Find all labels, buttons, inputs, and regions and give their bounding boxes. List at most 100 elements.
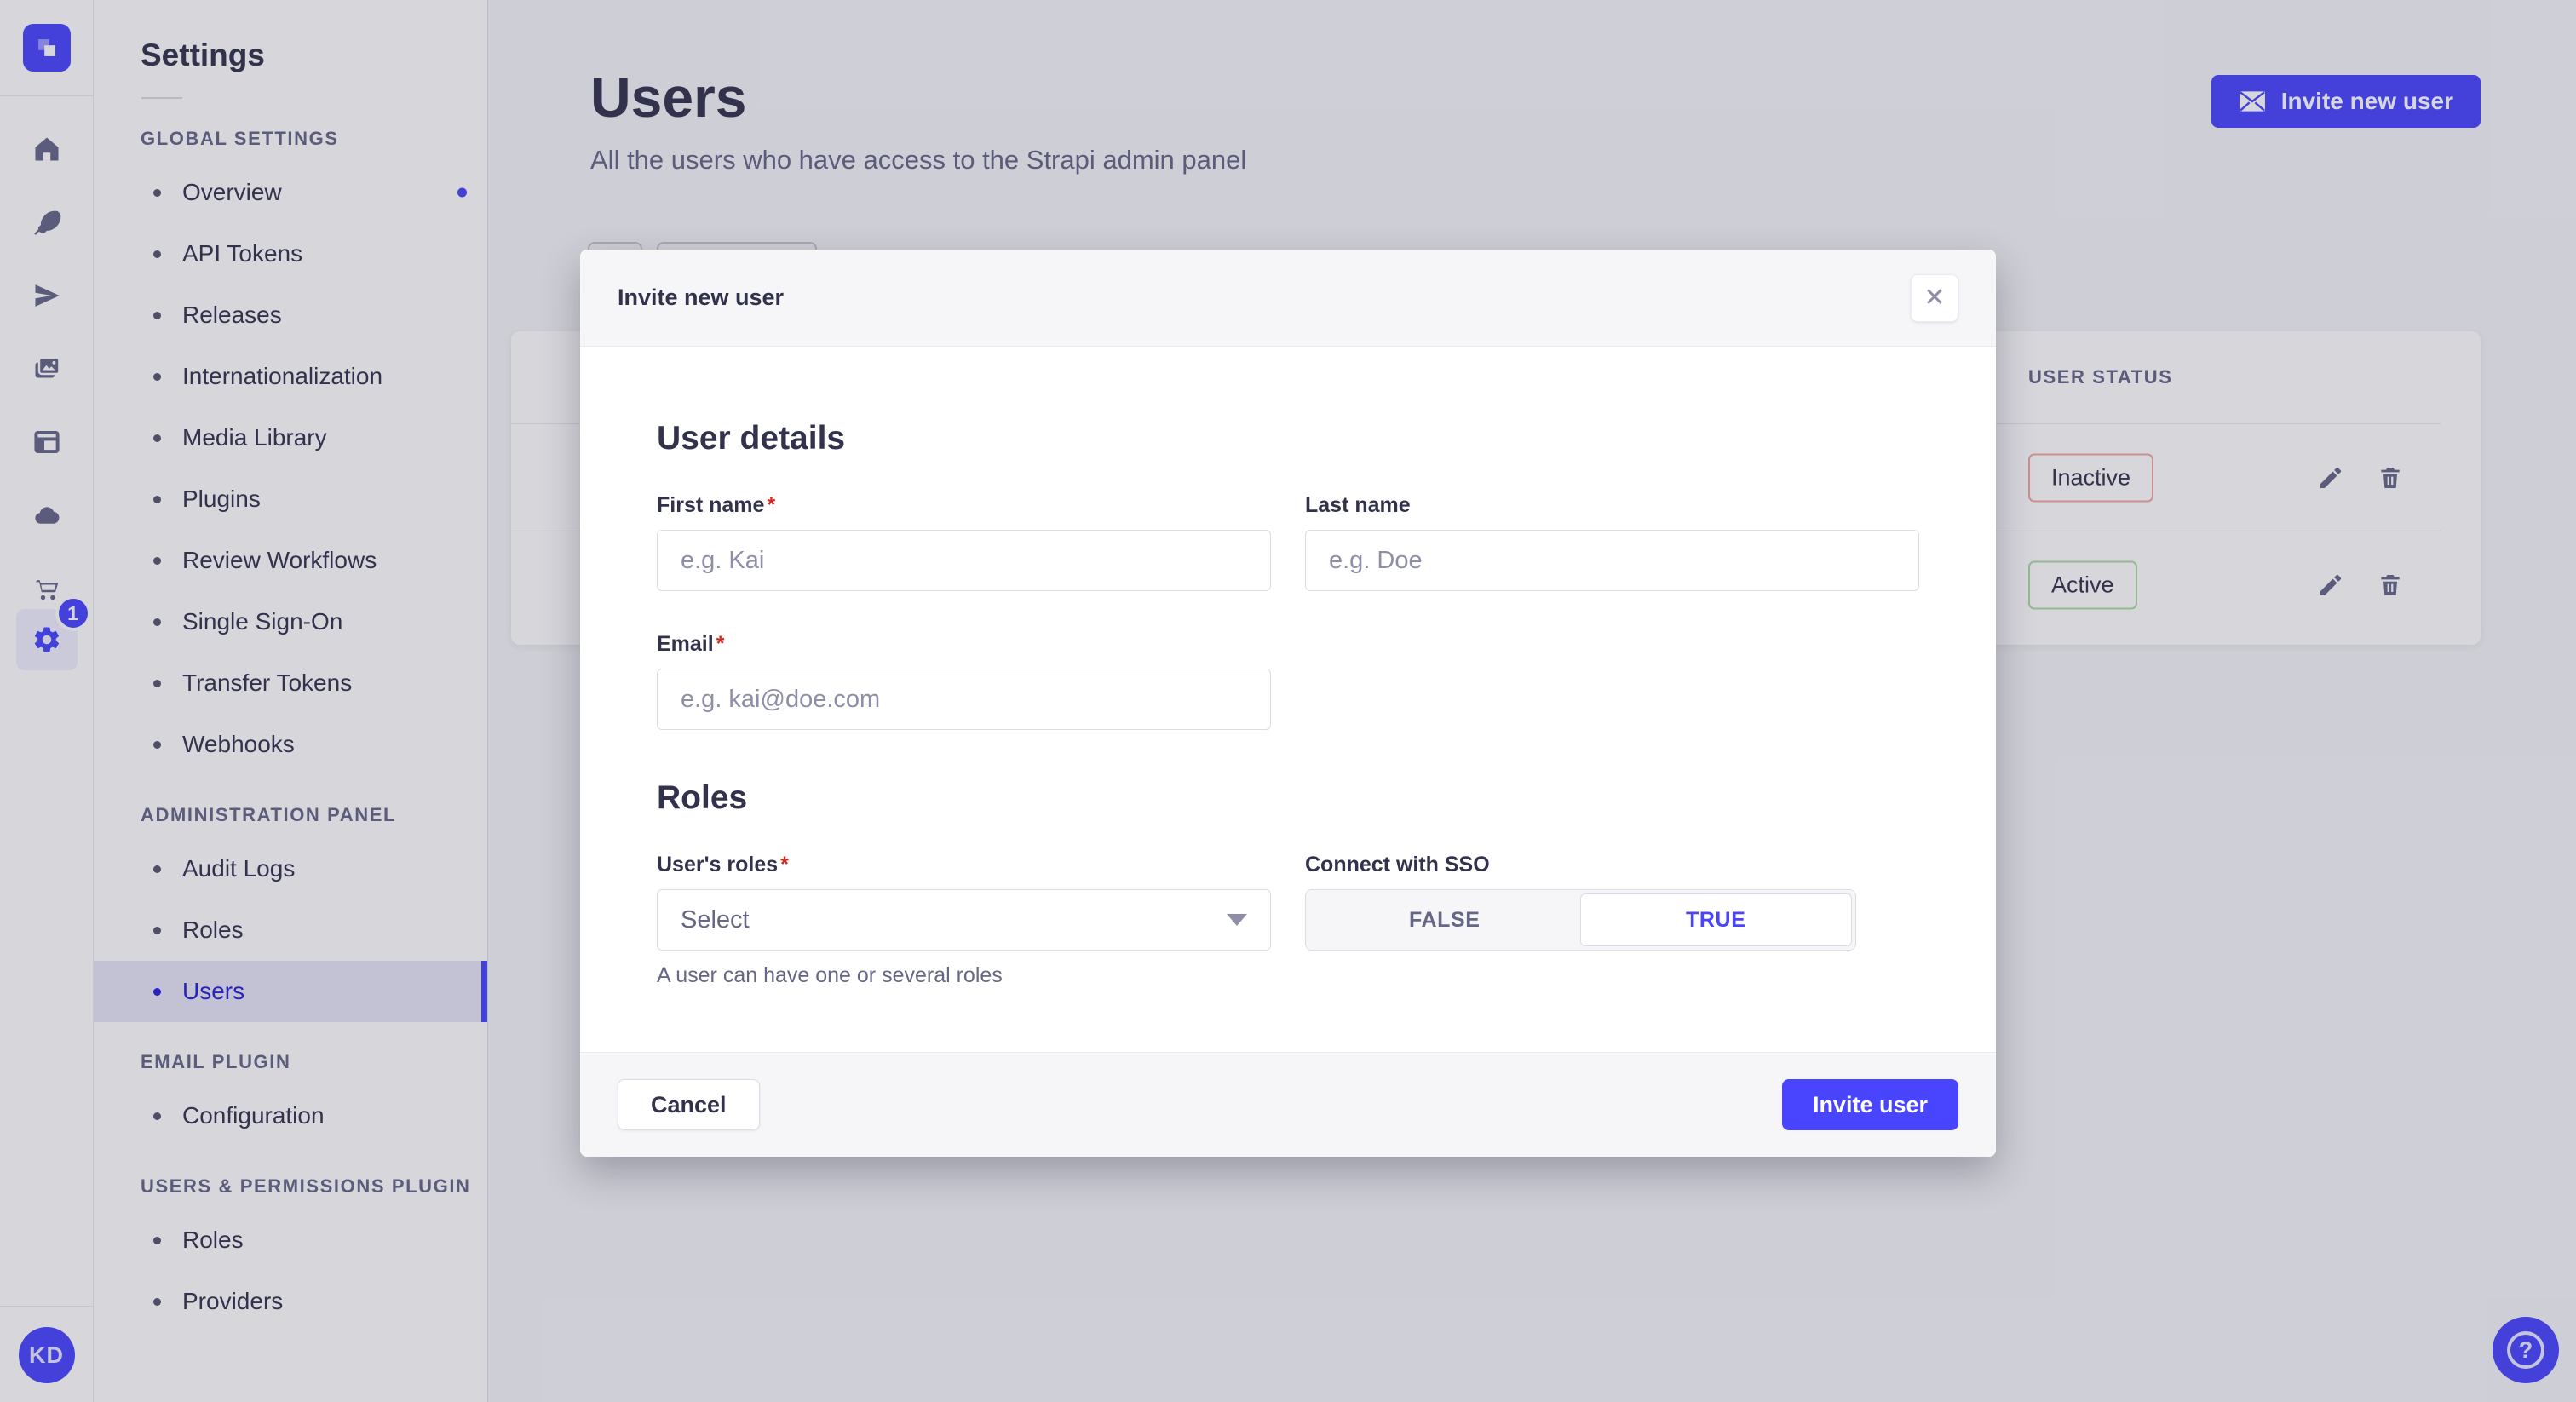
required-asterisk: * <box>780 853 789 876</box>
nav-item-label: Users <box>182 978 245 1004</box>
sidebar-item-webhooks[interactable]: Webhooks <box>94 714 487 775</box>
content-type-builder-icon[interactable] <box>32 427 62 457</box>
first-name-label: First name * <box>657 493 776 517</box>
home-icon[interactable] <box>32 134 62 164</box>
user-status-column-header: USER STATUS <box>2028 366 2173 388</box>
nav-item-label: Providers <box>182 1288 284 1314</box>
bullet-icon <box>153 434 161 442</box>
table-row: Inactive <box>511 424 2481 531</box>
table-header-row: USER STATUS <box>511 331 2481 423</box>
sidebar-footer-divider <box>0 1306 93 1307</box>
avatar[interactable]: KD <box>18 1327 75 1383</box>
modal-body: User details First name * e.g. Kai Last n… <box>580 347 1996 1052</box>
last-name-label: Last name <box>1305 493 1411 517</box>
bullet-icon <box>153 618 161 626</box>
nav-section-header-global-settings: GLOBAL SETTINGS <box>141 128 339 149</box>
cancel-button[interactable]: Cancel <box>618 1079 760 1130</box>
delete-user-button[interactable] <box>2377 463 2406 492</box>
table-row: Active <box>511 531 2481 638</box>
required-asterisk: * <box>767 493 776 517</box>
last-name-input[interactable]: e.g. Doe <box>1305 530 1919 591</box>
first-name-input[interactable]: e.g. Kai <box>657 530 1271 591</box>
bullet-icon <box>153 1236 161 1244</box>
subnav-divider <box>141 97 182 99</box>
sidebar-item-providers[interactable]: Providers <box>94 1271 487 1332</box>
bullet-icon <box>153 372 161 381</box>
bullet-icon <box>153 188 161 197</box>
bullet-icon <box>153 311 161 319</box>
sidebar-item-releases[interactable]: Releases <box>94 284 487 346</box>
nav-section-header-email-plugin: EMAIL PLUGIN <box>141 1051 291 1072</box>
nav-item-label: Roles <box>182 916 244 943</box>
sidebar-item-review-workflows[interactable]: Review Workflows <box>94 530 487 591</box>
nav-item-label: Single Sign-On <box>182 608 343 635</box>
bullet-icon <box>153 1112 161 1120</box>
sso-toggle-true[interactable]: TRUE <box>1579 893 1852 946</box>
nav-section-header-users-permissions-plugin: USERS & PERMISSIONS PLUGIN <box>141 1175 471 1197</box>
sidebar-item-roles[interactable]: Roles <box>94 1210 487 1271</box>
help-button[interactable]: ? <box>2493 1317 2559 1383</box>
sidebar-item-users[interactable]: Users <box>94 961 487 1022</box>
sso-toggle-false[interactable]: FALSE <box>1408 907 1481 932</box>
releases-icon[interactable] <box>32 280 62 311</box>
sso-field-group: Connect with SSO FALSE TRUE <box>1305 853 1919 988</box>
strapi-logo-icon[interactable] <box>22 24 71 72</box>
question-mark-icon: ? <box>2507 1331 2544 1369</box>
nav-item-label: Plugins <box>182 486 261 512</box>
email-label: Email * <box>657 632 725 656</box>
cloud-icon[interactable] <box>32 500 62 531</box>
edit-user-button[interactable] <box>2317 571 2346 600</box>
invite-user-modal: Invite new user ✕ User details First nam… <box>580 250 1996 1157</box>
settings-subnav: Settings GLOBAL SETTINGS Overview API Toke… <box>94 0 488 1402</box>
subnav-title: Settings <box>141 37 265 72</box>
bullet-icon <box>153 987 161 996</box>
marketplace-icon[interactable] <box>32 573 62 604</box>
pencil-icon <box>2320 467 2342 488</box>
nav-item-label: Transfer Tokens <box>182 669 353 696</box>
user-roles-label: User's roles * <box>657 853 789 876</box>
trash-icon <box>2381 467 2400 488</box>
sidebar-item-configuration[interactable]: Configuration <box>94 1085 487 1146</box>
sidebar-item-internationalization[interactable]: Internationalization <box>94 346 487 407</box>
sidebar-item-api-tokens[interactable]: API Tokens <box>94 223 487 284</box>
nav-item-label: API Tokens <box>182 240 303 267</box>
settings-icon-active[interactable]: 1 <box>15 595 91 670</box>
page-subtitle: All the users who have access to the Str… <box>590 145 1247 175</box>
sidebar-item-audit-logs[interactable]: Audit Logs <box>94 838 487 899</box>
main-sidebar: 1 KD <box>0 0 94 1402</box>
nav-item-label: Audit Logs <box>182 855 296 882</box>
close-icon[interactable]: ✕ <box>1911 273 1958 322</box>
delete-user-button[interactable] <box>2377 571 2406 600</box>
chevron-down-icon <box>1227 914 1247 926</box>
nav-item-label: Webhooks <box>182 731 295 757</box>
email-field-group: Email * e.g. kai@doe.com <box>657 632 1271 730</box>
user-roles-field-group: User's roles * Select A user can have one… <box>657 853 1271 988</box>
sso-toggle: FALSE TRUE <box>1305 889 1856 951</box>
nav-item-label: Configuration <box>182 1102 325 1129</box>
sidebar-item-roles[interactable]: Roles <box>94 899 487 961</box>
invite-new-user-button[interactable]: Invite new user <box>2211 75 2481 128</box>
subnav-sections: GLOBAL SETTINGS Overview API Tokens Release… <box>94 116 487 1332</box>
content-manager-icon[interactable] <box>32 207 62 238</box>
pencil-icon <box>2320 574 2342 595</box>
status-badge: Active <box>2028 560 2137 609</box>
email-input[interactable]: e.g. kai@doe.com <box>657 669 1271 730</box>
sidebar-item-single-sign-on[interactable]: Single Sign-On <box>94 591 487 652</box>
edit-user-button[interactable] <box>2317 463 2346 492</box>
required-asterisk: * <box>716 632 725 656</box>
bullet-icon <box>153 495 161 503</box>
modal-footer: Cancel Invite user <box>580 1052 1996 1157</box>
settings-icon <box>34 627 59 652</box>
sidebar-item-plugins[interactable]: Plugins <box>94 468 487 530</box>
invite-user-submit-button[interactable]: Invite user <box>1781 1079 1958 1130</box>
sidebar-item-overview[interactable]: Overview <box>94 162 487 223</box>
status-badge: Inactive <box>2028 453 2154 502</box>
modal-header: Invite new user ✕ <box>580 250 1996 347</box>
sidebar-item-transfer-tokens[interactable]: Transfer Tokens <box>94 652 487 714</box>
sidebar-item-media-library[interactable]: Media Library <box>94 407 487 468</box>
first-name-field-group: First name * e.g. Kai <box>657 493 1271 591</box>
page-title: Users <box>590 66 747 129</box>
media-library-icon[interactable] <box>32 353 62 384</box>
sidebar-divider <box>0 95 93 96</box>
user-roles-select[interactable]: Select <box>657 889 1271 951</box>
